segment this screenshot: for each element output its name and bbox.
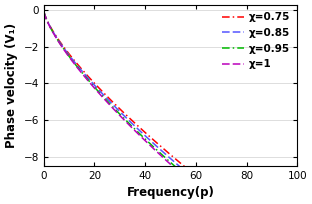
χ=0.85 <box>154 144 157 146</box>
χ=1 <box>144 141 148 143</box>
χ=0.95 <box>154 147 157 150</box>
Line: χ=1: χ=1 <box>44 12 297 204</box>
Line: χ=0.85: χ=0.85 <box>44 12 297 204</box>
Line: χ=0.75: χ=0.75 <box>44 12 297 204</box>
χ=1 <box>68 57 72 59</box>
χ=1 <box>154 149 157 152</box>
χ=0.85 <box>68 55 72 57</box>
χ=0.75 <box>154 141 157 143</box>
χ=0.75 <box>216 192 220 195</box>
Line: χ=0.95: χ=0.95 <box>44 12 297 204</box>
χ=0.85 <box>216 197 220 200</box>
χ=0.85 <box>144 136 148 138</box>
X-axis label: Frequency(p): Frequency(p) <box>127 186 214 199</box>
χ=0.75 <box>42 11 46 13</box>
χ=0.75 <box>144 132 148 135</box>
χ=0.85 <box>42 11 46 13</box>
χ=0.95 <box>42 11 46 13</box>
Y-axis label: Phase velocity (V₁): Phase velocity (V₁) <box>5 23 18 148</box>
Legend: χ=0.75, χ=0.85, χ=0.95, χ=1: χ=0.75, χ=0.85, χ=0.95, χ=1 <box>220 10 292 71</box>
χ=1 <box>42 11 46 13</box>
χ=0.75 <box>68 54 72 56</box>
χ=0.95 <box>68 56 72 59</box>
χ=0.95 <box>144 139 148 141</box>
χ=0.95 <box>216 202 220 204</box>
